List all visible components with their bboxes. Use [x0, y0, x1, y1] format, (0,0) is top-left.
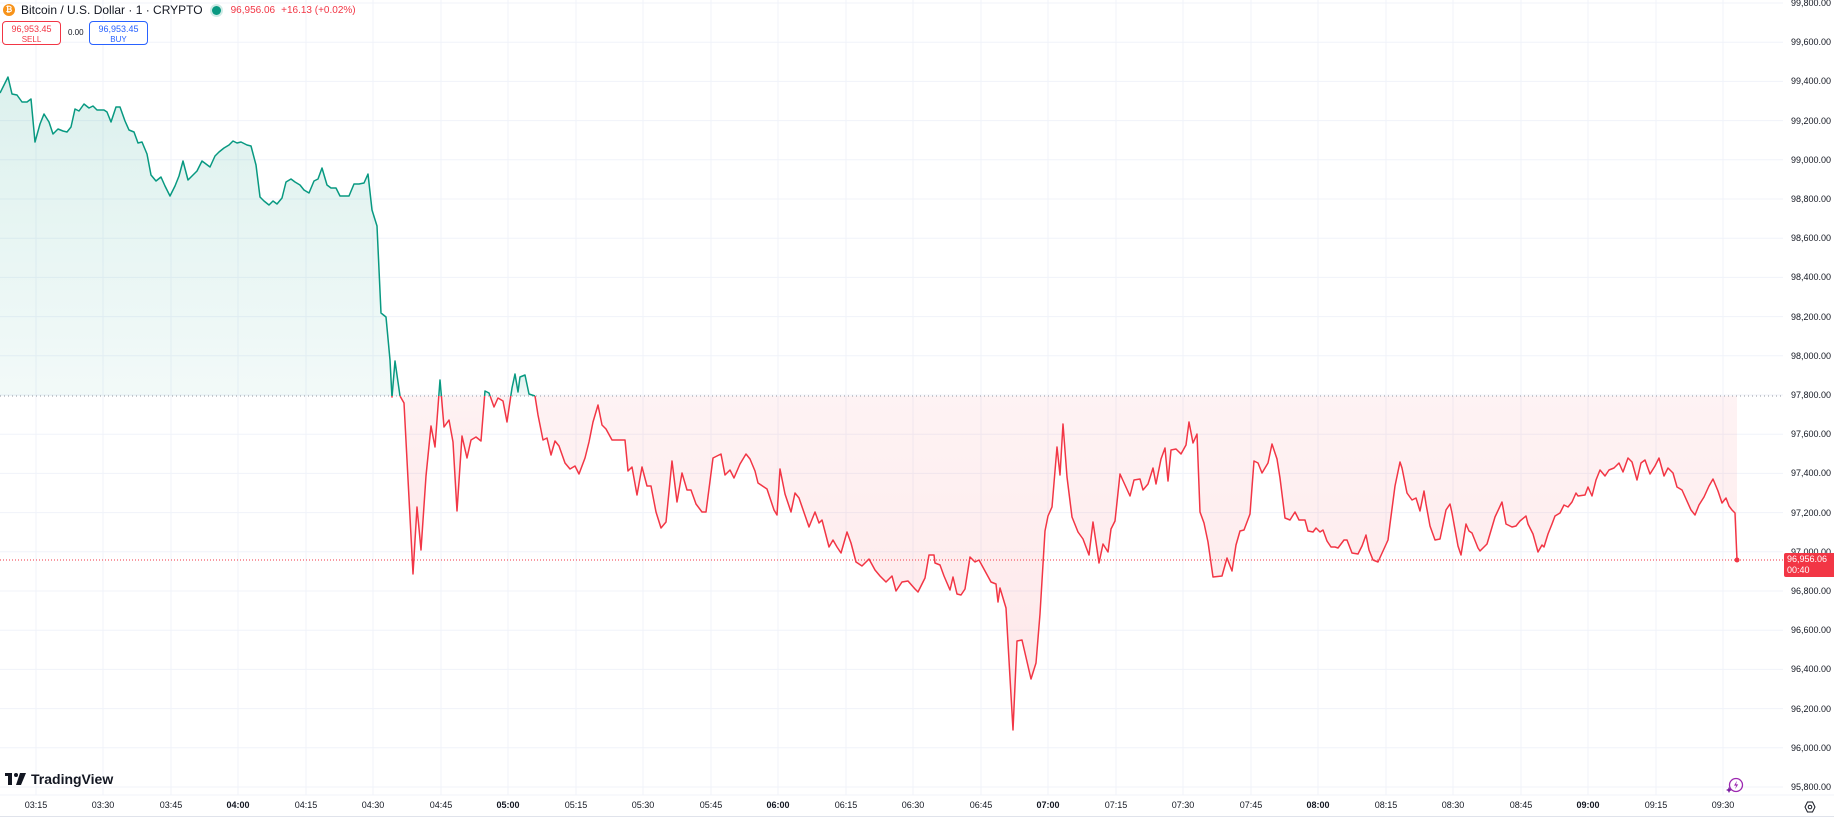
time-axis-label: 07:15: [1104, 800, 1128, 810]
time-axis-label: 04:15: [294, 800, 318, 810]
price-axis-label: 98,200.00: [1790, 311, 1831, 322]
time-axis-label: 08:15: [1374, 800, 1398, 810]
sell-price: 96,953.45: [11, 24, 52, 34]
price-axis-label: 96,600.00: [1790, 625, 1831, 636]
price-change: +16.13 (+0.02%): [281, 4, 356, 16]
last-price-tag: 96,956.06 00:40: [1784, 553, 1834, 577]
price-axis-label: 98,000.00: [1790, 350, 1831, 361]
time-axis-label: 08:45: [1509, 800, 1533, 810]
time-axis-label: 05:30: [631, 800, 655, 810]
time-axis-label: 04:45: [429, 800, 453, 810]
last-price: 96,956.06: [230, 4, 276, 16]
price-axis-label: 96,000.00: [1790, 742, 1831, 753]
lightning-spark-icon[interactable]: [1726, 777, 1744, 795]
time-axis-label: 09:00: [1576, 800, 1600, 810]
time-axis-label: 05:45: [699, 800, 723, 810]
time-axis-label: 07:30: [1171, 800, 1195, 810]
price-axis-label: 98,600.00: [1790, 233, 1831, 244]
time-axis-label: 06:00: [766, 800, 790, 810]
price-axis-label: 98,800.00: [1790, 194, 1831, 204]
price-axis-label: 99,600.00: [1790, 37, 1831, 48]
buy-button[interactable]: 96,953.45 BUY: [89, 21, 148, 45]
bottom-border: [0, 816, 1834, 817]
price-axis-label: 96,200.00: [1790, 703, 1831, 714]
price-axis-label: 97,000.00: [1790, 546, 1831, 557]
time-axis-label: 09:30: [1711, 800, 1735, 810]
time-axis-label: 05:15: [564, 800, 588, 810]
settings-gear-icon[interactable]: [1804, 801, 1816, 813]
time-axis-label: 04:00: [226, 800, 250, 810]
price-axis-label: 97,400.00: [1790, 468, 1831, 479]
price-line: [0, 76, 1738, 731]
time-axis-label: 06:30: [901, 800, 925, 810]
price-axis-label: 96,400.00: [1790, 664, 1831, 675]
tradingview-logo-icon: [5, 773, 26, 785]
time-axis-label: 05:00: [496, 800, 520, 810]
buy-label: BUY: [110, 35, 127, 44]
buy-price: 96,953.45: [98, 24, 139, 34]
price-axis-label: 97,200.00: [1790, 507, 1831, 518]
time-axis-label: 08:00: [1306, 800, 1330, 810]
market-open-dot-icon: [211, 5, 221, 15]
bitcoin-icon: ₿: [3, 4, 15, 16]
time-axis-label: 09:15: [1644, 800, 1668, 810]
tradingview-logo[interactable]: TradingView: [5, 771, 113, 787]
tradingview-logo-text: TradingView: [31, 771, 114, 787]
symbol-header[interactable]: ₿ Bitcoin / U.S. Dollar · 1 · CRYPTO 96,…: [3, 2, 356, 18]
price-axis-label: 99,400.00: [1790, 76, 1831, 87]
price-axis-label: 97,800.00: [1790, 390, 1831, 400]
price-axis-label: 95,800.00: [1790, 782, 1831, 792]
time-axis-label: 03:15: [24, 800, 48, 810]
time-axis-label: 07:45: [1239, 800, 1263, 810]
time-axis-label: 06:15: [834, 800, 858, 810]
time-axis-label: 04:30: [361, 800, 385, 810]
sell-button[interactable]: 96,953.45 SELL: [2, 21, 61, 45]
time-axis-label: 03:30: [91, 800, 115, 810]
price-axis-label: 99,200.00: [1790, 115, 1831, 126]
price-axis-label: 97,600.00: [1790, 429, 1831, 440]
spread-value: 0.00: [68, 28, 84, 37]
time-axis-label: 06:45: [969, 800, 993, 810]
time-axis-label: 07:00: [1036, 800, 1060, 810]
last-price-dot: [1734, 557, 1740, 563]
chart-area-fill: [0, 77, 1737, 730]
sell-label: SELL: [21, 35, 42, 44]
price-axis-label: 98,400.00: [1790, 272, 1831, 283]
price-tag-countdown: 00:40: [1787, 565, 1810, 575]
time-axis-label: 08:30: [1441, 800, 1465, 810]
price-axis-label: 99,800.00: [1790, 0, 1831, 8]
time-axis-label: 03:45: [159, 800, 183, 810]
price-axis-label: 99,000.00: [1790, 154, 1831, 165]
price-tag-value: 96,956.06: [1787, 554, 1828, 564]
symbol-title[interactable]: Bitcoin / U.S. Dollar · 1 · CRYPTO: [21, 3, 203, 17]
price-axis-label: 96,800.00: [1790, 586, 1831, 596]
